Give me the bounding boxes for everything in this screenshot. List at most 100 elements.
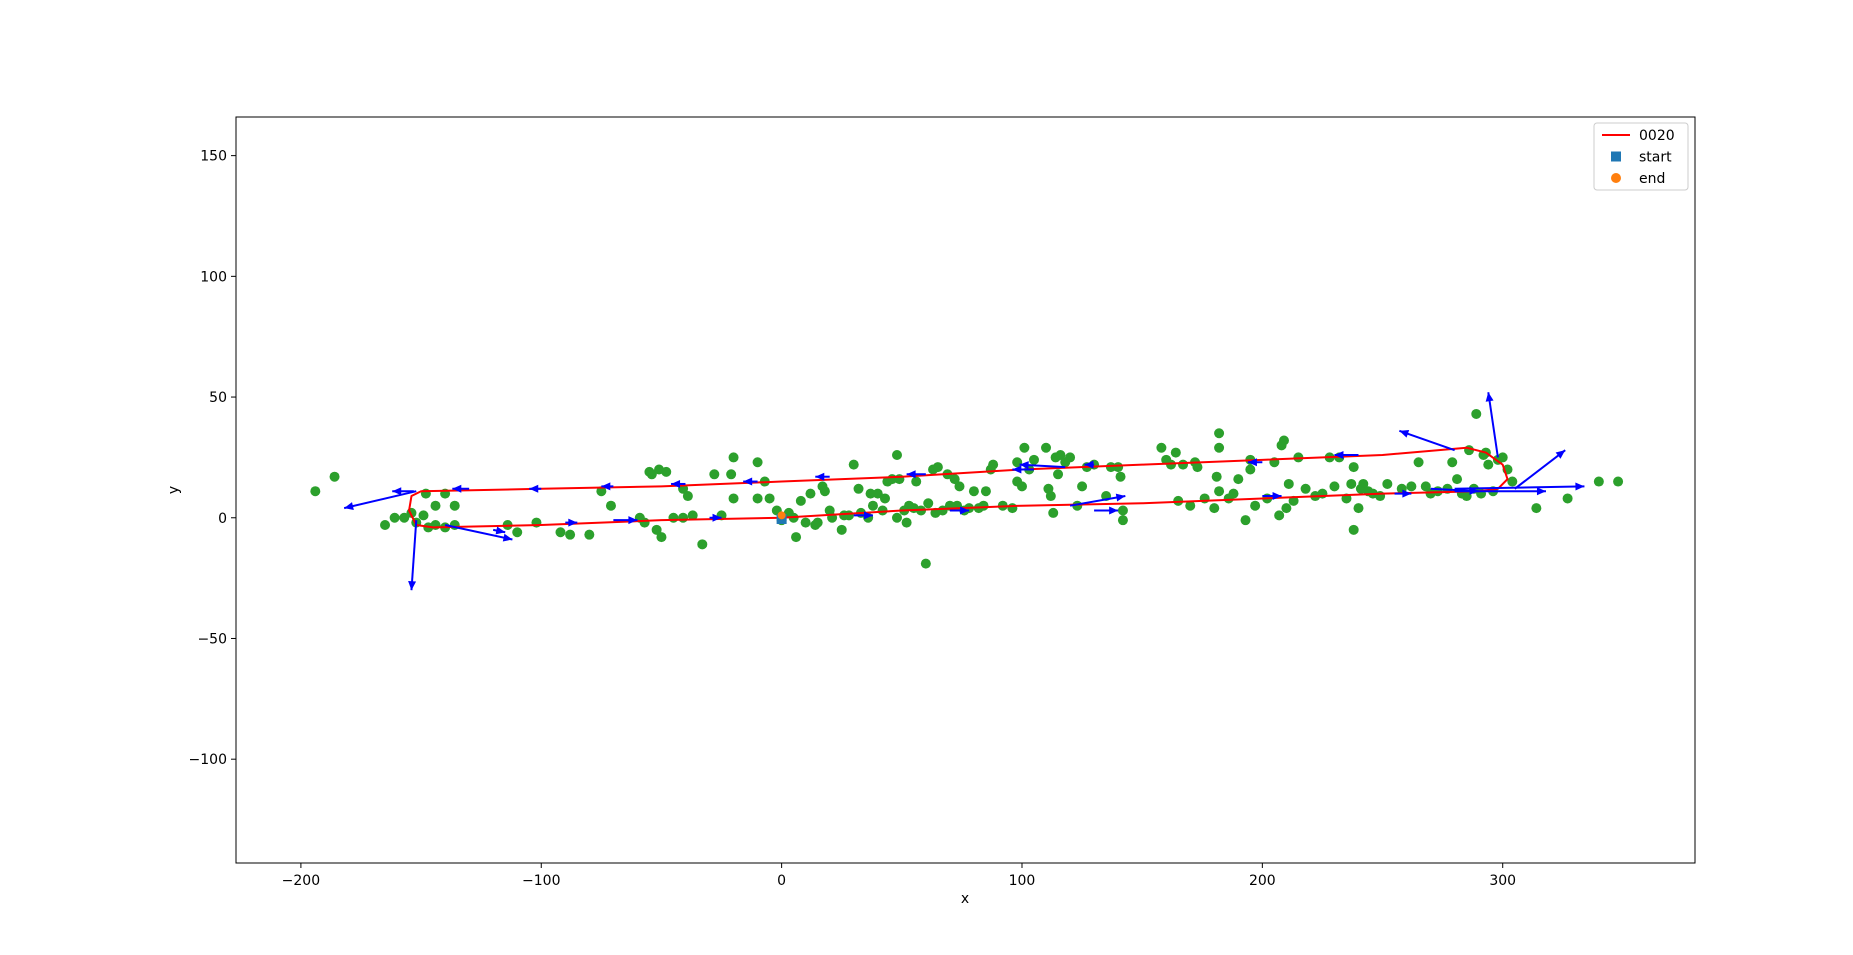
observation-point xyxy=(836,524,847,535)
observation-point xyxy=(800,517,811,528)
x-axis-label: x xyxy=(961,891,969,907)
heading-arrow xyxy=(671,479,686,488)
observation-point xyxy=(1348,524,1359,535)
observation-point xyxy=(646,469,657,480)
observation-point xyxy=(1461,491,1472,502)
observation-point xyxy=(1012,457,1023,468)
observation-point xyxy=(812,517,823,528)
observation-point xyxy=(843,510,854,521)
observation-point xyxy=(1029,454,1040,465)
observation-point xyxy=(430,500,441,511)
observation-point xyxy=(891,449,902,460)
observation-point xyxy=(1117,515,1128,526)
observation-point xyxy=(1115,471,1126,482)
x-tick-label: 0 xyxy=(777,873,786,889)
observation-point xyxy=(867,500,878,511)
observation-point xyxy=(1562,493,1573,504)
observation-point xyxy=(1192,462,1203,473)
plot-frame xyxy=(235,116,1696,864)
y-tick-label: −100 xyxy=(189,752,227,768)
legend-label: start xyxy=(1639,150,1672,166)
heading-arrow xyxy=(1247,458,1263,467)
observation-point xyxy=(687,510,698,521)
observation-point xyxy=(1531,503,1542,514)
heading-arrow xyxy=(1012,465,1035,474)
plot-marks xyxy=(310,392,1624,591)
observation-point xyxy=(639,517,650,528)
observation-point xyxy=(555,527,566,538)
x-tick-label: −100 xyxy=(522,873,560,889)
observation-point xyxy=(1211,471,1222,482)
y-tick-label: 50 xyxy=(209,390,227,406)
observation-point xyxy=(988,459,999,470)
y-tick-label: 0 xyxy=(218,511,227,527)
observation-point xyxy=(1283,478,1294,489)
y-tick-label: 100 xyxy=(200,269,227,285)
heading-arrow xyxy=(1454,482,1585,491)
observation-point xyxy=(1471,408,1482,419)
legend: 0020 start end xyxy=(1593,122,1689,191)
heading-arrow xyxy=(1485,392,1499,458)
observation-point xyxy=(853,483,864,494)
observation-point xyxy=(1250,500,1261,511)
observation-point xyxy=(978,500,989,511)
observation-point xyxy=(752,493,763,504)
heading-arrow xyxy=(1394,489,1412,498)
observation-point xyxy=(1593,476,1604,487)
observation-point xyxy=(1278,435,1289,446)
heading-arrow xyxy=(1069,493,1126,507)
observation-point xyxy=(389,512,400,523)
observation-point xyxy=(1105,462,1116,473)
observation-point xyxy=(764,493,775,504)
observation-point xyxy=(584,529,595,540)
observation-point xyxy=(795,495,806,506)
observation-point xyxy=(1228,488,1239,499)
observation-point xyxy=(848,459,859,470)
observation-point xyxy=(1348,462,1359,473)
observation-point xyxy=(1274,510,1285,521)
observation-point xyxy=(1156,442,1167,453)
observation-point xyxy=(932,462,943,473)
heading-arrow xyxy=(601,482,614,491)
observation-point xyxy=(1185,500,1196,511)
y-axis-ticks: −100 −50 0 50 100 150 xyxy=(189,149,236,768)
x-tick-label: 200 xyxy=(1249,873,1276,889)
legend-label: 0020 xyxy=(1639,128,1675,144)
heading-arrow xyxy=(815,472,830,481)
observation-point xyxy=(449,500,460,511)
observation-point xyxy=(1019,442,1030,453)
observation-point xyxy=(329,471,340,482)
observation-point xyxy=(872,488,883,499)
observation-point xyxy=(752,457,763,468)
legend-entry: end xyxy=(1611,171,1665,187)
observation-point xyxy=(1382,478,1393,489)
heading-arrow xyxy=(613,516,638,525)
heading-arrow xyxy=(1094,506,1119,515)
observation-point xyxy=(656,532,667,543)
observation-point xyxy=(1281,503,1292,514)
observation-point xyxy=(1245,464,1256,475)
heading-arrow xyxy=(1399,429,1455,452)
observation-point xyxy=(1233,474,1244,485)
observation-point xyxy=(418,510,429,521)
x-tick-label: 300 xyxy=(1489,873,1516,889)
trajectory-line xyxy=(408,446,1509,529)
observation-point xyxy=(1055,449,1066,460)
observation-point xyxy=(1497,452,1508,463)
observation-point xyxy=(1613,476,1624,487)
observation-point xyxy=(1065,452,1076,463)
observation-point xyxy=(865,488,876,499)
observation-point xyxy=(911,476,922,487)
observation-point xyxy=(1353,503,1364,514)
x-tick-label: −200 xyxy=(282,873,320,889)
observation-point xyxy=(310,486,321,497)
observation-point xyxy=(1240,515,1251,526)
observation-point xyxy=(605,500,616,511)
observation-point xyxy=(968,486,979,497)
heading-arrow xyxy=(1334,450,1359,459)
observation-point xyxy=(1214,486,1225,497)
observation-point xyxy=(1016,481,1027,492)
observation-point xyxy=(894,474,905,485)
observation-point xyxy=(1199,493,1210,504)
heading-arrow xyxy=(452,484,470,493)
